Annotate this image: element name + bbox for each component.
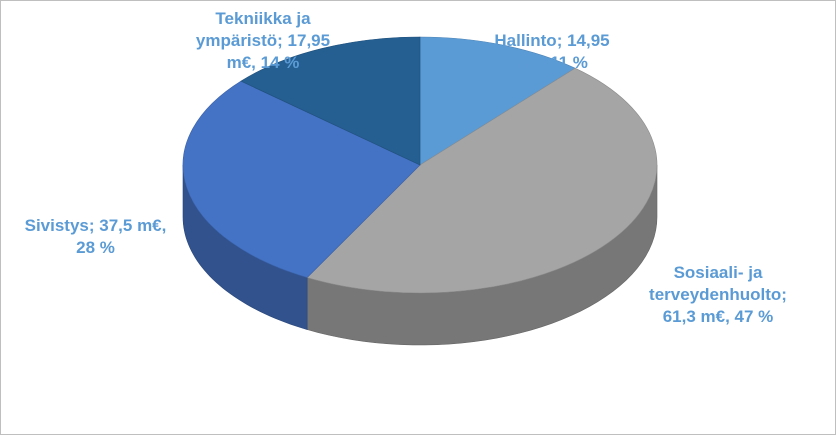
data-label-sosiaali-ja-terveydenhuolto: Sosiaali- ja terveydenhuolto; 61,3 m€, 4… — [649, 263, 787, 326]
data-label-sivistys: Sivistys; 37,5 m€, 28 % — [24, 216, 167, 257]
pie-slice-sivistys — [182, 80, 421, 278]
pie-slice-sosiaali-ja-terveydenhuolto — [306, 67, 658, 294]
pie-slice-tekniikka-ja-ymparisto — [240, 36, 421, 166]
data-label-hallinto: Hallinto; 14,95 m€, 11 % — [494, 31, 610, 72]
data-label-tekniikka-ja-ymparisto: Tekniikka ja ympäristö; 17,95 m€, 14 % — [195, 9, 331, 72]
pie-slice-hallinto — [419, 36, 576, 166]
